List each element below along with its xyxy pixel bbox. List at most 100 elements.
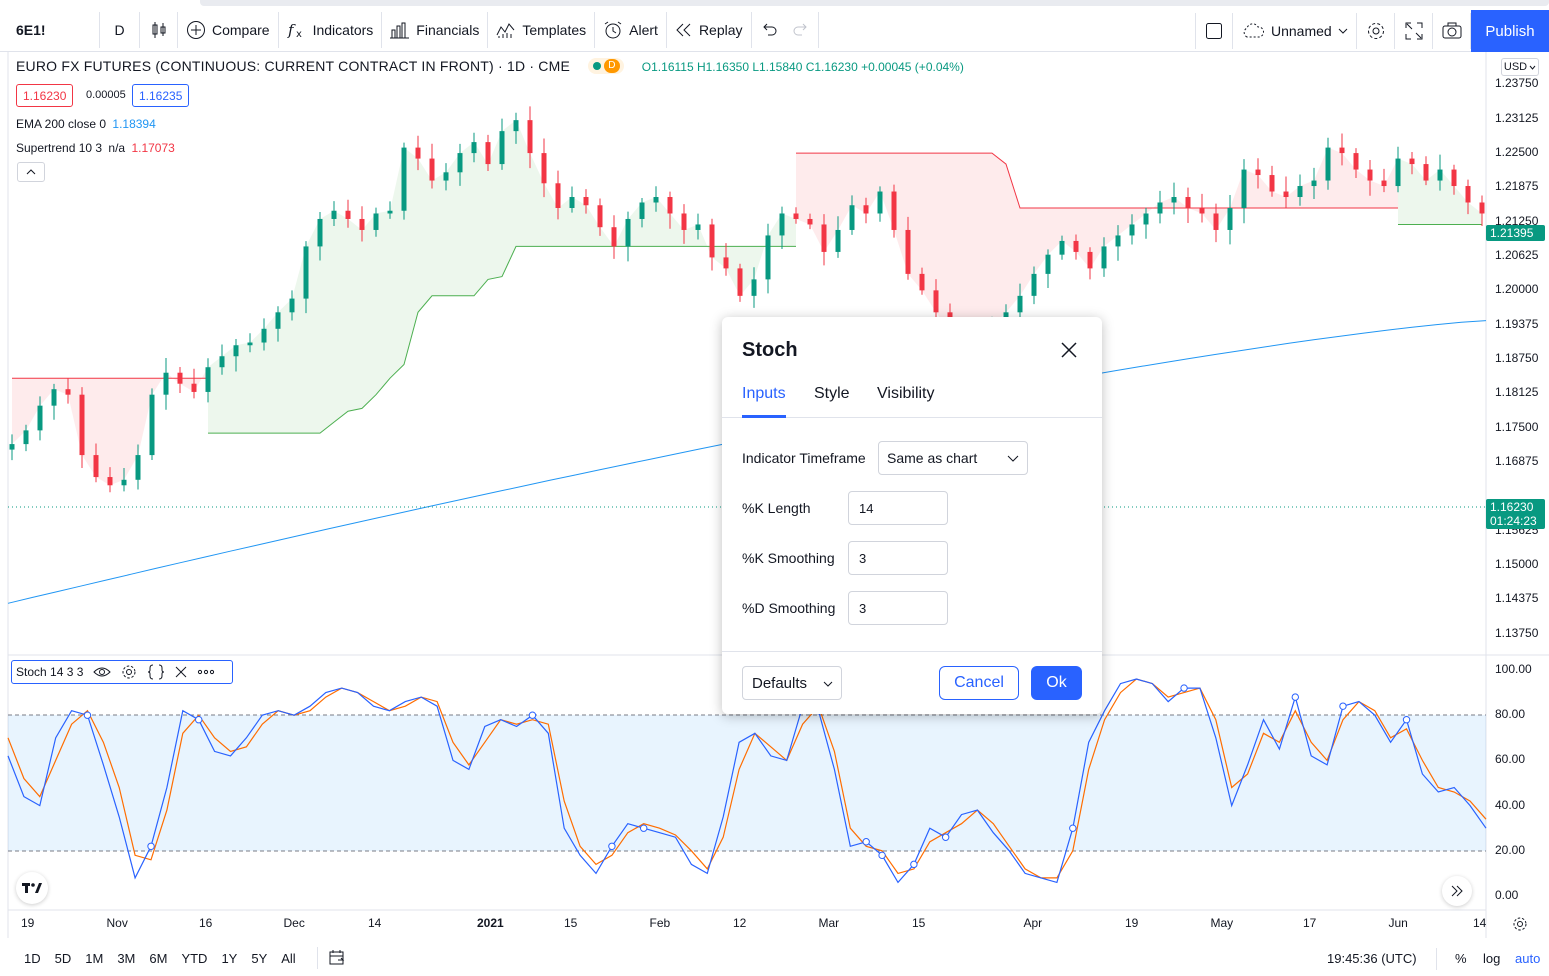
stoch-axis-label: 0.00 [1495, 888, 1519, 902]
tab-inputs[interactable]: Inputs [742, 385, 786, 418]
buy-price-box[interactable]: 1.16235 [132, 84, 190, 107]
price-axis-label: 1.15000 [1495, 556, 1539, 571]
candle [1255, 158, 1261, 189]
close-icon[interactable] [175, 666, 187, 678]
candle [177, 366, 183, 393]
templates-button[interactable]: Templates [488, 11, 596, 48]
square-icon [1206, 23, 1222, 39]
source-code-icon[interactable] [147, 664, 165, 680]
range-button-6m[interactable]: 6M [149, 950, 168, 966]
stoch-axis-label: 40.00 [1495, 797, 1526, 812]
sell-price-box[interactable]: 1.16230 [16, 84, 74, 107]
replay-button[interactable]: Replay [667, 11, 752, 48]
time-axis-label: Dec [283, 916, 305, 930]
supertrend-legend[interactable]: Supertrend 10 3 n/a 1.17073 [16, 141, 175, 155]
alert-button[interactable]: Alert [595, 11, 667, 48]
timeframe-select[interactable]: Same as chart [878, 441, 1028, 475]
redo-icon[interactable] [792, 22, 810, 38]
calendar-goto-icon[interactable] [328, 949, 346, 967]
candle [1143, 207, 1149, 239]
compare-button[interactable]: Compare [178, 11, 279, 48]
price-axis-label: 1.19375 [1495, 316, 1539, 331]
range-button-1m[interactable]: 1M [85, 950, 104, 966]
layout-button[interactable] [1195, 13, 1233, 49]
svg-text:x: x [296, 29, 302, 40]
time-axis-label: 17 [1303, 916, 1317, 930]
supertrend-fill-up [1398, 158, 1482, 225]
fullscreen-button[interactable] [1395, 13, 1433, 49]
publish-button[interactable]: Publish [1471, 10, 1549, 52]
candle [1423, 156, 1429, 186]
market-status-icon: D [587, 58, 624, 75]
stoch-axis-label: 20.00 [1495, 842, 1526, 857]
supertrend-value: 1.17073 [131, 141, 175, 155]
symbol-title[interactable]: EURO FX FUTURES (CONTINUOUS: CURRENT CON… [16, 58, 571, 74]
cancel-button[interactable]: Cancel [939, 666, 1019, 700]
log-toggle[interactable]: log [1483, 950, 1501, 966]
time-axis-label: Feb [649, 916, 671, 930]
candle [541, 138, 547, 198]
range-button-ytd[interactable]: YTD [181, 950, 208, 966]
price-axis-label: 1.13750 [1495, 625, 1539, 640]
currency-button[interactable]: USD [1501, 58, 1539, 76]
ok-button[interactable]: Ok [1031, 666, 1082, 700]
candle [1381, 168, 1387, 193]
stoch-cross-dot [1069, 824, 1077, 832]
k-length-input[interactable]: 14 [848, 491, 948, 525]
utc-clock[interactable]: 19:45:36 (UTC) [1327, 950, 1417, 966]
undo-icon[interactable] [760, 22, 778, 38]
timeframe-label: Indicator Timeframe [742, 450, 866, 466]
d-smoothing-input[interactable]: 3 [848, 591, 948, 625]
stoch-axis-label: 60.00 [1495, 752, 1526, 767]
candle [289, 290, 295, 321]
close-icon[interactable] [1060, 341, 1078, 359]
more-icon[interactable] [197, 669, 215, 675]
tab-visibility[interactable]: Visibility [877, 385, 935, 402]
candle [443, 163, 449, 191]
candle [345, 199, 351, 228]
candle [1311, 167, 1317, 200]
candle [65, 378, 71, 404]
symbol-search-button[interactable]: 6E1! [0, 11, 100, 48]
camera-icon [1442, 22, 1461, 39]
ok-label: Ok [1046, 674, 1067, 691]
interval-button[interactable]: D [100, 11, 140, 48]
range-button-3m[interactable]: 3M [117, 950, 136, 966]
range-button-all[interactable]: All [281, 950, 296, 966]
ema-legend[interactable]: EMA 200 close 0 1.18394 [16, 117, 156, 131]
bid-price: 1.16230 [23, 88, 67, 103]
time-axis-label: 19 [1125, 916, 1139, 930]
auto-toggle[interactable]: auto [1515, 950, 1541, 966]
range-button-5y[interactable]: 5Y [251, 950, 268, 966]
range-button-1y[interactable]: 1Y [221, 950, 238, 966]
defaults-dropdown[interactable]: Defaults [742, 666, 842, 700]
candle [149, 388, 155, 461]
layout-name-button[interactable]: Unnamed [1233, 13, 1357, 49]
candle [1367, 160, 1373, 196]
supertrend-fill-down [796, 147, 1398, 340]
candle [331, 201, 337, 226]
delayed-badge: D [603, 59, 620, 74]
tradingview-logo[interactable] [16, 872, 48, 904]
time-axis-label: 14 [1473, 916, 1487, 930]
scroll-to-realtime-button[interactable] [1442, 876, 1472, 906]
snapshot-button[interactable] [1433, 13, 1471, 49]
gear-icon[interactable] [121, 664, 137, 680]
eye-icon[interactable] [93, 666, 112, 678]
candle [891, 184, 897, 238]
k-smoothing-input[interactable]: 3 [848, 541, 948, 575]
candle [387, 201, 393, 219]
financials-button[interactable]: Financials [382, 11, 489, 48]
tab-style[interactable]: Style [814, 385, 850, 402]
range-button-5d[interactable]: 5D [54, 950, 72, 966]
k-length-value: 14 [859, 500, 874, 516]
chart-type-button[interactable] [140, 11, 178, 48]
axis-settings-icon[interactable] [1512, 916, 1528, 932]
percent-toggle[interactable]: % [1455, 950, 1467, 966]
price-axis-label: 1.22500 [1495, 145, 1539, 160]
range-button-1d[interactable]: 1D [24, 950, 41, 966]
stoch-legend[interactable]: Stoch 14 3 3 [11, 660, 233, 684]
settings-button[interactable] [1357, 13, 1395, 49]
collapse-legend-button[interactable] [17, 162, 45, 182]
